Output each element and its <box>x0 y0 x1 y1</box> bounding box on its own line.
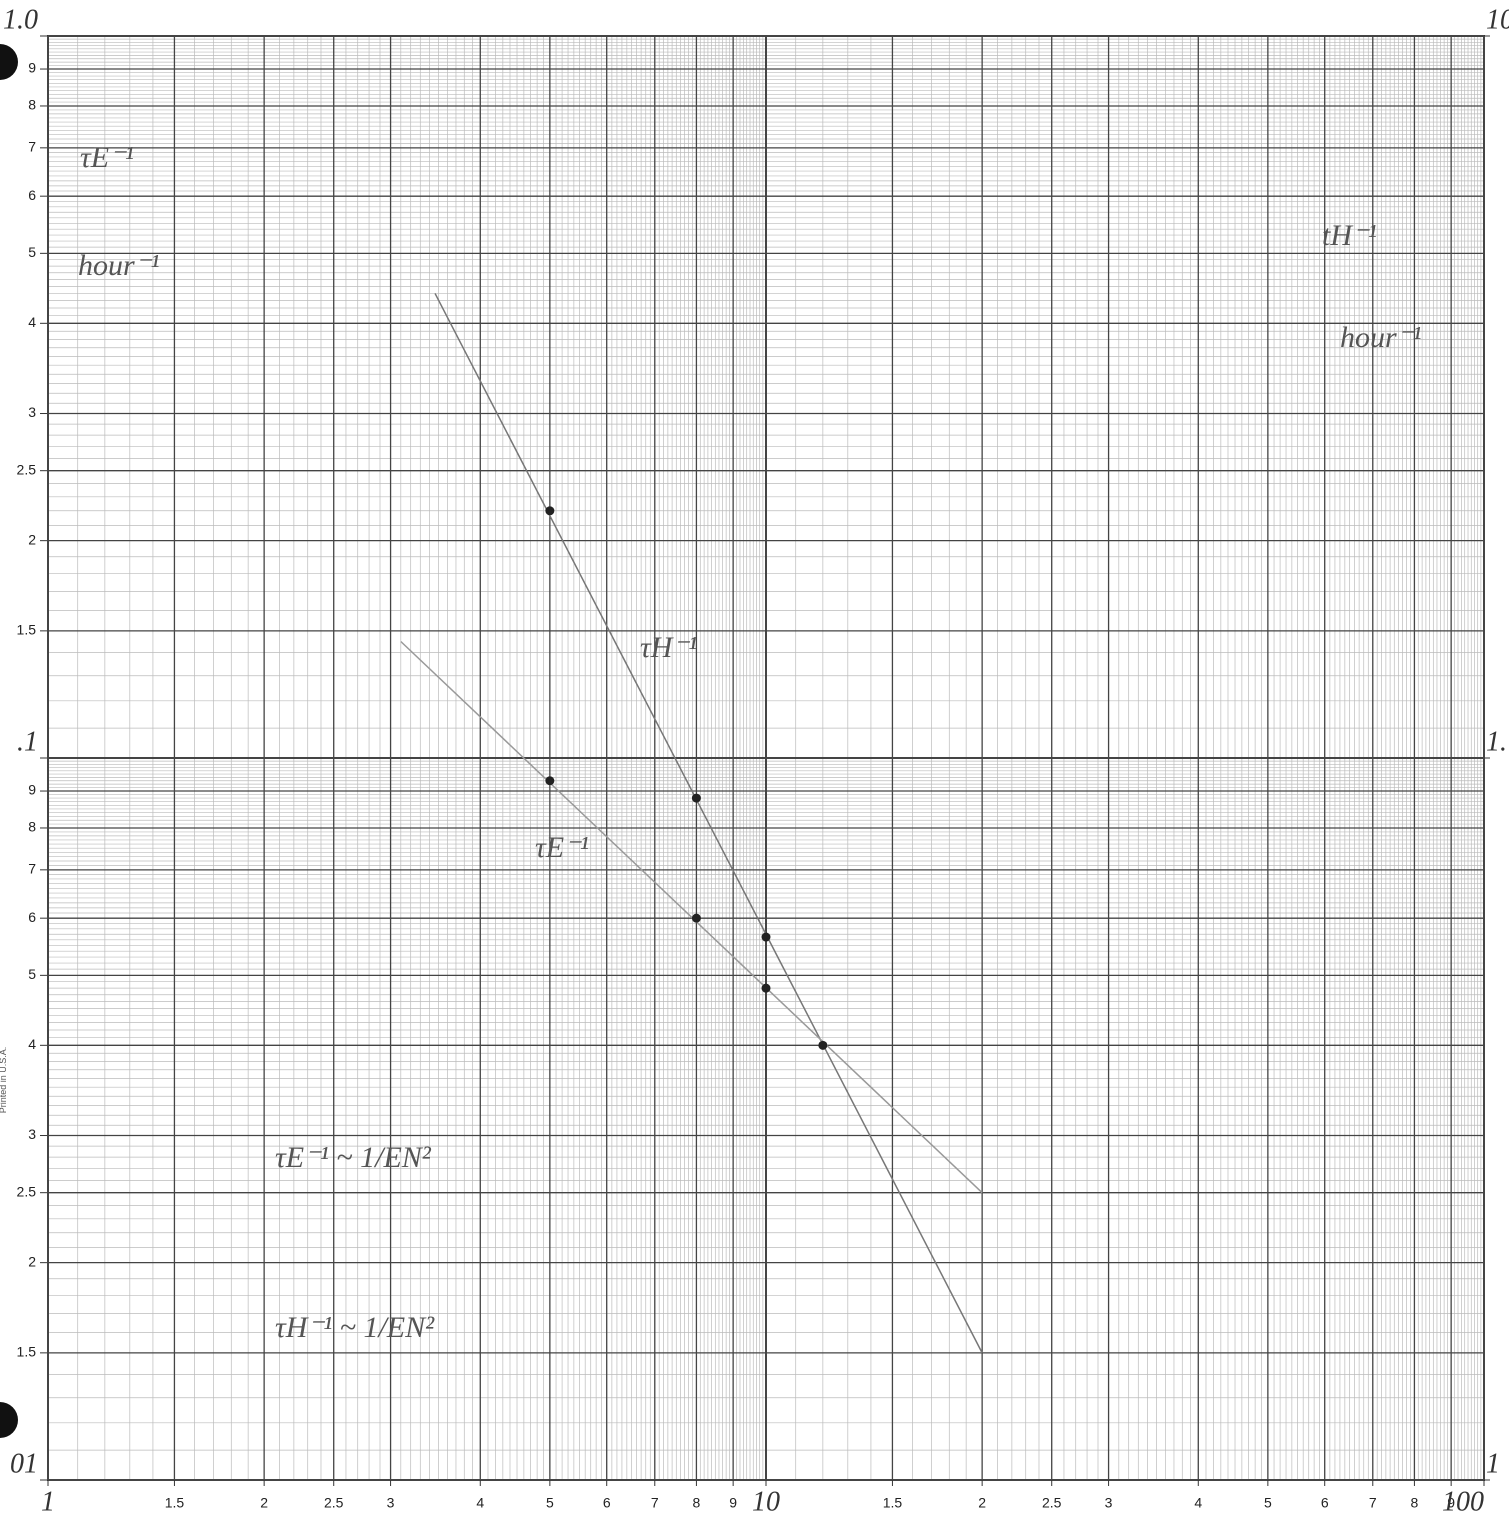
handwritten-note: τE⁻¹ <box>80 141 134 174</box>
x-tick-label: 1.5 <box>883 1495 903 1511</box>
y-tick-label: 7 <box>28 861 36 877</box>
x-tick-label: 1.5 <box>165 1495 185 1511</box>
x-tick-label: 2 <box>260 1495 268 1511</box>
x-tick-label: 4 <box>476 1495 484 1511</box>
x-tick-label: 2.5 <box>324 1495 344 1511</box>
data-point <box>545 506 555 516</box>
x-tick-label: 3 <box>387 1495 395 1511</box>
y-tick-label: 2.5 <box>17 1183 37 1199</box>
y-tick-label: 8 <box>28 97 36 113</box>
x-tick-label: 4 <box>1194 1495 1202 1511</box>
data-point <box>691 913 701 923</box>
y-tick-label: 2 <box>28 1253 36 1269</box>
x-tick-label: 6 <box>1321 1495 1329 1511</box>
handwritten-note: τE⁻¹ ~ 1/EN² <box>275 1141 432 1174</box>
y-decade-label: .1 <box>17 726 38 757</box>
y2-decade-label: 1 <box>1486 1448 1500 1479</box>
data-point <box>818 1040 828 1050</box>
y-tick-label: 6 <box>28 909 36 925</box>
trend-line <box>400 640 983 1194</box>
handwritten-note: hour⁻¹ <box>1340 321 1422 354</box>
y-tick-label: 9 <box>28 60 36 76</box>
y-tick-label: 1.5 <box>17 1344 37 1360</box>
handwritten-note: hour⁻¹ <box>78 249 160 282</box>
binder-hole <box>0 44 18 80</box>
x-decade-label: 1 <box>41 1486 55 1517</box>
handwritten-note: τH⁻¹ ~ 1/EN² <box>275 1311 435 1344</box>
y2-decade-label: 10, <box>1486 4 1509 35</box>
handwritten-note: τE⁻¹ <box>535 831 589 864</box>
x-tick-label: 9 <box>729 1495 737 1511</box>
data-point <box>761 983 771 993</box>
y2-decade-label: 1. <box>1486 726 1507 757</box>
x-tick-label: 7 <box>651 1495 659 1511</box>
x-tick-label: 6 <box>603 1495 611 1511</box>
y-tick-label: 8 <box>28 819 36 835</box>
data-point <box>761 932 771 942</box>
y-tick-label: 4 <box>28 1036 36 1052</box>
data-point <box>545 776 555 786</box>
binder-hole <box>0 1402 18 1438</box>
y-tick-label: 5 <box>28 966 36 982</box>
x-decade-label: 10 <box>752 1486 780 1517</box>
handwritten-note: tH⁻¹ <box>1322 219 1377 252</box>
y-tick-label: 5 <box>28 244 36 260</box>
handwritten-note: τH⁻¹ <box>640 631 697 664</box>
y-tick-label: 3 <box>28 404 36 420</box>
x-tick-label: 8 <box>1411 1495 1419 1511</box>
x-tick-label: 8 <box>693 1495 701 1511</box>
y-tick-label: 4 <box>28 314 36 330</box>
x-decade-label: 100 <box>1442 1486 1484 1517</box>
trend-line <box>434 293 983 1354</box>
y-tick-label: 2.5 <box>17 461 37 477</box>
x-tick-label: 9 <box>1447 1495 1455 1511</box>
imprint: Printed in U.S.A. <box>0 1047 8 1114</box>
x-tick-label: 5 <box>546 1495 554 1511</box>
y-tick-label: 3 <box>28 1126 36 1142</box>
x-tick-label: 2 <box>978 1495 986 1511</box>
y-tick-label: 6 <box>28 187 36 203</box>
x-tick-label: 3 <box>1105 1495 1113 1511</box>
y-tick-label: 9 <box>28 782 36 798</box>
x-tick-label: 5 <box>1264 1495 1272 1511</box>
y-tick-label: 2 <box>28 531 36 547</box>
x-tick-label: 2.5 <box>1042 1495 1062 1511</box>
y-decade-label: 1.0 <box>3 4 38 35</box>
y-tick-label: 1.5 <box>17 622 37 638</box>
y-tick-label: 7 <box>28 139 36 155</box>
data-point <box>691 793 701 803</box>
x-tick-label: 7 <box>1369 1495 1377 1511</box>
y-decade-label: 01 <box>10 1448 38 1479</box>
